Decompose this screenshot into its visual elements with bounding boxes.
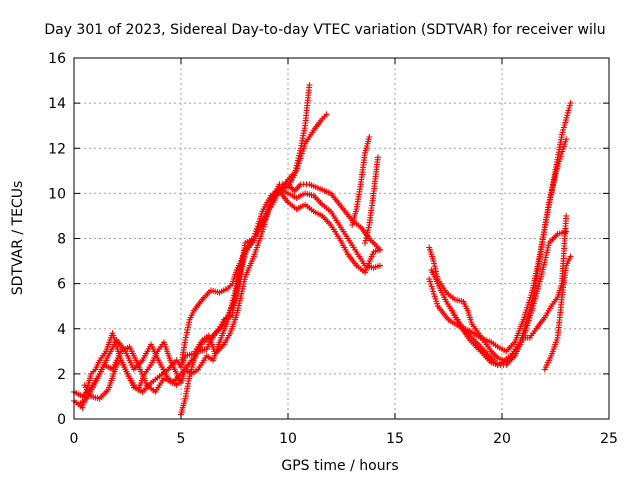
series-markers [362,154,381,246]
y-tick-label: 10 [48,186,66,202]
data-series [71,82,574,418]
y-tick-label: 12 [48,141,66,157]
chart-title: Day 301 of 2023, Sidereal Day-to-day VTE… [44,22,605,38]
x-tick-label: 15 [386,431,404,447]
y-axis-label: SDTVAR / TECUs [10,181,26,296]
y-tick-label: 4 [57,322,66,338]
y-tick-label: 16 [48,51,66,67]
series-markers [541,253,574,373]
x-axis-label: GPS time / hours [281,458,398,474]
y-axis-ticks: 0 2 4 6 8 10 12 14 16 [48,51,609,428]
y-tick-label: 8 [57,232,66,248]
x-tick-label: 20 [493,431,511,447]
series-markers [178,111,330,371]
x-tick-label: 25 [600,431,618,447]
series-track-12 [447,100,574,368]
y-tick-label: 0 [57,412,66,428]
x-tick-label: 5 [177,431,186,447]
y-tick-label: 14 [48,96,66,112]
series-markers [447,100,574,368]
series-track-13 [541,253,574,373]
series-track-7 [349,134,373,228]
grid [74,58,609,419]
x-axis-ticks: 0 5 10 15 20 25 [70,58,618,447]
y-tick-label: 6 [57,277,66,293]
series-track-6 [178,111,330,371]
series-markers [349,134,373,228]
x-tick-label: 0 [70,431,79,447]
series-track-8 [362,154,381,246]
y-tick-label: 2 [57,367,66,383]
x-tick-label: 10 [279,431,297,447]
